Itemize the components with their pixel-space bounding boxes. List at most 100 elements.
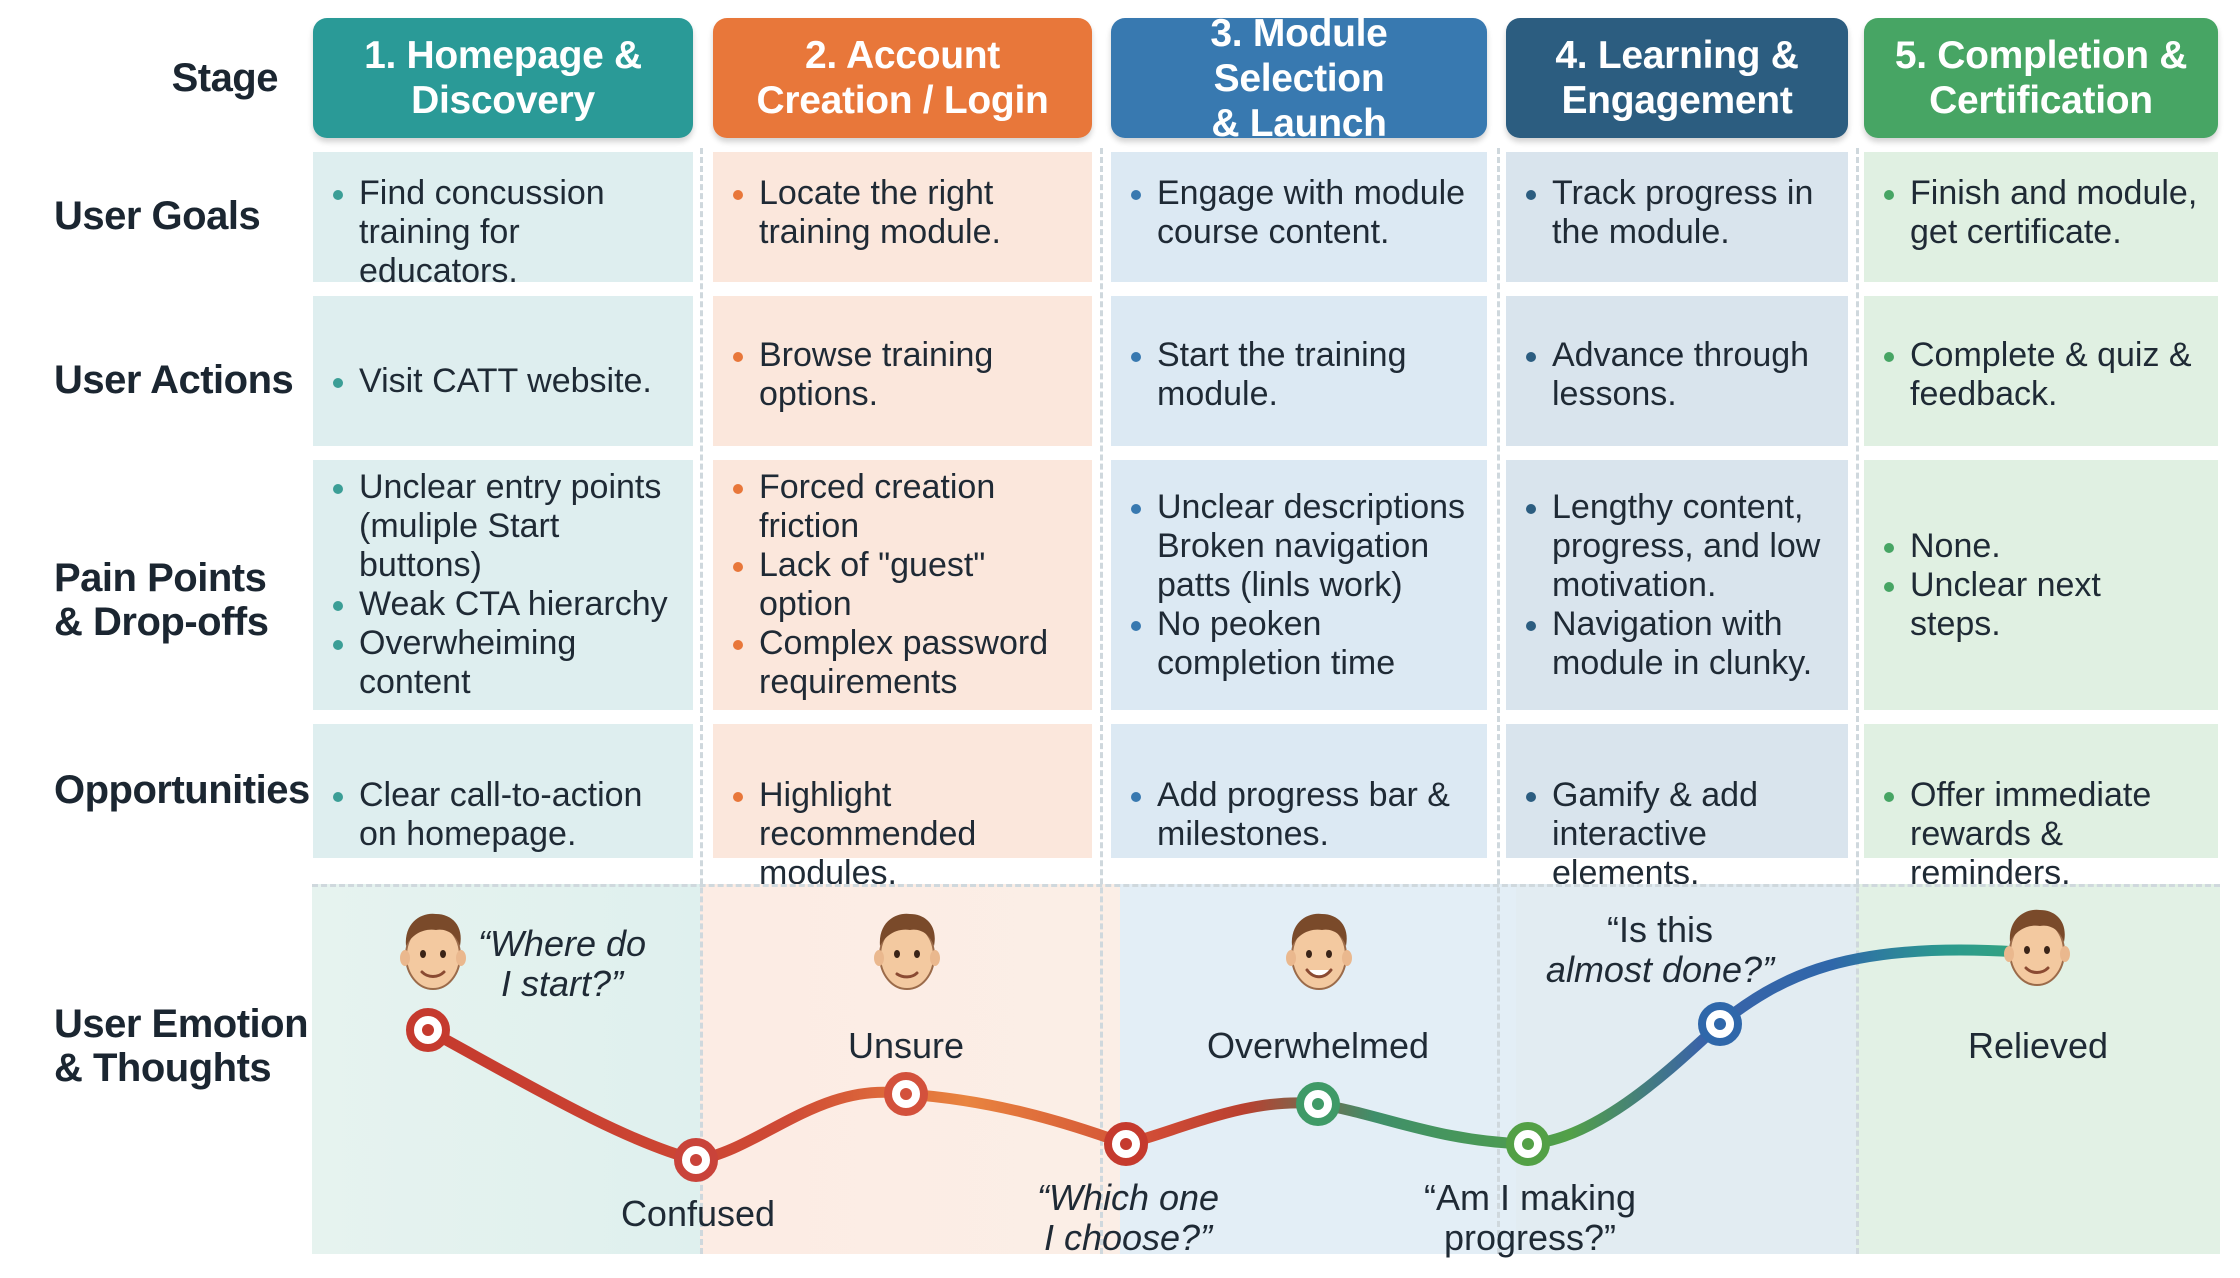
list-item: Clear call-to-action on homepage. — [333, 776, 673, 854]
thought-where-do-i-start: “Where do I start?” — [462, 924, 662, 1004]
row-label-pain-points-line1: Pain Points — [54, 556, 267, 600]
thought-am-i-making-progress: “Am I making progress?” — [1410, 1178, 1650, 1258]
stage-header-1: 1. Homepage & Discovery — [313, 18, 693, 138]
list-item: Lengthy content, progress, and low motiv… — [1526, 488, 1828, 605]
emotion-label-relieved: Relieved — [1967, 1025, 2109, 1066]
opps-cell-2: Highlight recommended modules. — [713, 724, 1092, 892]
goals-cell-3: Engage with module course content. — [1111, 152, 1487, 282]
stage-title-3-line2: & Launch — [1211, 101, 1387, 145]
column-divider — [1100, 148, 1103, 1254]
row-label-emotion: User Emotion & Thoughts — [54, 1002, 309, 1090]
pains-cell-3: Unclear descriptions Broken navigation p… — [1111, 460, 1487, 710]
emotion-point-confused-low — [674, 1138, 718, 1182]
list-item: Lack of "guest" option — [733, 546, 1072, 624]
list-item: Unclear entry points (muliple Start butt… — [333, 468, 673, 585]
stage-title-5-line1: 5. Completion & — [1894, 34, 2188, 77]
stage-title-3-line1: 3. Module Selection — [1210, 11, 1388, 100]
row-label-pain-points-line2: & Drop-offs — [54, 600, 269, 644]
emotion-point-which-one — [1104, 1122, 1148, 1166]
actions-cell-5: Complete & quiz & feedback. — [1864, 296, 2218, 446]
emotion-point-making-progress — [1506, 1122, 1550, 1166]
list-item: Locate the right training module. — [733, 174, 1072, 252]
stage-title-4-line1: 4. Learning & — [1555, 34, 1799, 77]
unsure-face-icon — [874, 913, 940, 990]
row-label-user-actions: User Actions — [54, 358, 294, 402]
stage-header-5: 5. Completion & Certification — [1864, 18, 2218, 138]
confused-face-icon — [400, 913, 466, 990]
emotion-label-confused: Confused — [620, 1193, 776, 1234]
emotion-point-unsure — [884, 1072, 928, 1116]
pains-cell-5: None. Unclear next steps. — [1864, 460, 2218, 710]
stage-title-2-line2: Creation / Login — [756, 79, 1049, 122]
thought-4-line2: almost done?” — [1545, 949, 1775, 990]
row-label-emotion-line2: & Thoughts — [54, 1046, 272, 1090]
row-label-stage: Stage — [171, 56, 279, 100]
opps-cell-5: Offer immediate rewards & reminders. — [1864, 724, 2218, 892]
goals-cell-1: Find concussion training for educators. — [313, 152, 693, 290]
column-divider — [700, 148, 703, 1254]
stage-title-4-line2: Engagement — [1561, 79, 1793, 122]
list-item: Overwheiming content — [333, 624, 673, 702]
stage-title-1-line1: 1. Homepage & — [364, 34, 642, 77]
actions-cell-1: Visit CATT website. — [313, 296, 693, 446]
thought-1-line1: “Where do — [477, 923, 647, 964]
list-item: Start the training module. — [1131, 336, 1467, 414]
stage-title-5-line2: Certification — [1929, 79, 2153, 122]
thought-2-line2: I choose?” — [1043, 1217, 1213, 1258]
overwhelmed-face-icon — [1286, 913, 1352, 990]
thought-3-line2: progress?” — [1443, 1217, 1617, 1258]
opps-cell-4: Gamify & add interactive elements. — [1506, 724, 1848, 892]
stage-header-4: 4. Learning & Engagement — [1506, 18, 1848, 138]
pains-cell-1: Unclear entry points (muliple Start butt… — [313, 460, 693, 710]
list-item: Complete & quiz & feedback. — [1884, 336, 2198, 414]
list-item: Forced creation friction — [733, 468, 1072, 546]
row-label-pain-points: Pain Points & Drop-offs — [54, 556, 269, 644]
relieved-face-icon — [2004, 909, 2070, 986]
row-label-user-goals: User Goals — [54, 194, 261, 238]
list-item: Unclear descriptions Broken navigation p… — [1131, 488, 1467, 605]
emotion-label-overwhelmed: Overwhelmed — [1206, 1025, 1430, 1066]
emotion-point-almost-done — [1698, 1002, 1742, 1046]
list-item: No peoken completion time — [1131, 605, 1467, 683]
thought-4-line1: “Is this — [1606, 909, 1713, 950]
opps-cell-1: Clear call-to-action on homepage. — [313, 724, 693, 858]
stage-title-2-line1: 2. Account — [805, 34, 1000, 77]
list-item: Unclear next steps. — [1884, 566, 2198, 644]
emotion-row-border — [312, 884, 2220, 1254]
list-item: Advance through lessons. — [1526, 336, 1828, 414]
stage-header-2: 2. Account Creation / Login — [713, 18, 1092, 138]
row-label-opportunities: Opportunities — [54, 768, 310, 812]
list-item: Weak CTA hierarchy — [333, 585, 673, 624]
list-item: Find concussion training for educators. — [333, 174, 673, 291]
actions-cell-4: Advance through lessons. — [1506, 296, 1848, 446]
thought-2-line1: “Which one — [1036, 1177, 1220, 1218]
emotion-point-overwhelmed — [1296, 1082, 1340, 1126]
list-item: Engage with module course content. — [1131, 174, 1467, 252]
thought-is-this-almost-done: “Is this almost done?” — [1540, 910, 1780, 990]
actions-cell-2: Browse training options. — [713, 296, 1092, 446]
list-item: Browse training options. — [733, 336, 1072, 414]
goals-cell-2: Locate the right training module. — [713, 152, 1092, 282]
list-item: Add progress bar & milestones. — [1131, 776, 1467, 854]
actions-cell-3: Start the training module. — [1111, 296, 1487, 446]
list-item: Track progress in the module. — [1526, 174, 1828, 252]
opps-cell-3: Add progress bar & milestones. — [1111, 724, 1487, 858]
list-item: Visit CATT website. — [333, 362, 673, 401]
thought-which-one: “Which one I choose?” — [1018, 1178, 1238, 1258]
list-item: Complex password requirements — [733, 624, 1072, 702]
pains-cell-2: Forced creation friction Lack of "guest"… — [713, 460, 1092, 710]
stage-header-3: 3. Module Selection & Launch — [1111, 12, 1487, 145]
emotion-label-unsure: Unsure — [847, 1025, 965, 1066]
goals-cell-4: Track progress in the module. — [1506, 152, 1848, 282]
goals-cell-5: Finish and module, get certificate. — [1864, 152, 2218, 282]
stage-title-1-line2: Discovery — [411, 79, 595, 122]
list-item: None. — [1884, 527, 2198, 566]
emotion-point-confused — [406, 1008, 450, 1052]
emotion-bg-4 — [1516, 884, 1856, 1254]
column-divider — [1856, 148, 1859, 1254]
thought-1-line2: I start?” — [500, 963, 624, 1004]
column-divider — [1497, 148, 1500, 1254]
list-item: Navigation with module in clunky. — [1526, 605, 1828, 683]
pains-cell-4: Lengthy content, progress, and low motiv… — [1506, 460, 1848, 710]
